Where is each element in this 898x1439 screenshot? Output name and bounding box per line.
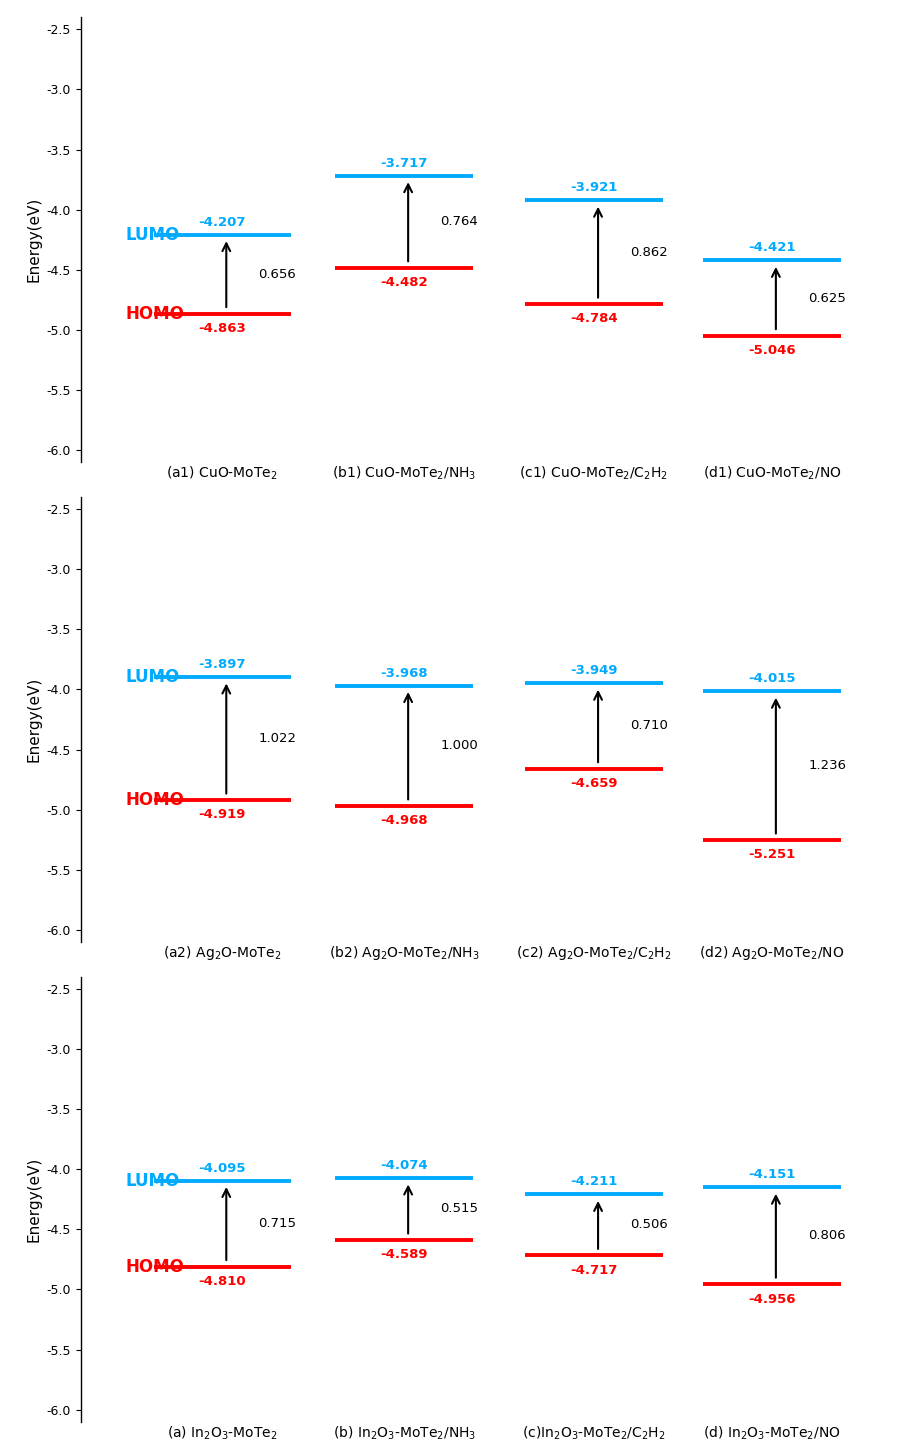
Text: HOMO: HOMO bbox=[125, 1258, 184, 1275]
Y-axis label: Energy(eV): Energy(eV) bbox=[26, 197, 41, 282]
Text: -4.015: -4.015 bbox=[748, 672, 796, 685]
Text: 0.710: 0.710 bbox=[630, 720, 668, 732]
Text: -4.968: -4.968 bbox=[380, 814, 428, 827]
Text: -4.919: -4.919 bbox=[198, 809, 246, 822]
Text: (a2) Ag$_2$O-MoTe$_2$: (a2) Ag$_2$O-MoTe$_2$ bbox=[163, 944, 281, 963]
Text: HOMO: HOMO bbox=[125, 791, 184, 809]
Text: (d2) Ag$_2$O-MoTe$_2$/NO: (d2) Ag$_2$O-MoTe$_2$/NO bbox=[700, 944, 844, 963]
Text: -5.251: -5.251 bbox=[748, 849, 796, 862]
Text: (c2) Ag$_2$O-MoTe$_2$/C$_2$H$_2$: (c2) Ag$_2$O-MoTe$_2$/C$_2$H$_2$ bbox=[516, 944, 672, 963]
Text: -5.046: -5.046 bbox=[748, 344, 796, 357]
Text: -3.949: -3.949 bbox=[570, 665, 618, 678]
Text: -4.784: -4.784 bbox=[570, 312, 618, 325]
Text: (d) In$_2$O$_3$-MoTe$_2$/NO: (d) In$_2$O$_3$-MoTe$_2$/NO bbox=[703, 1425, 841, 1439]
Text: 0.715: 0.715 bbox=[259, 1217, 296, 1230]
Text: (b1) CuO-MoTe$_2$/NH$_3$: (b1) CuO-MoTe$_2$/NH$_3$ bbox=[332, 465, 476, 482]
Text: -3.897: -3.897 bbox=[198, 658, 246, 671]
Text: -4.956: -4.956 bbox=[748, 1292, 796, 1305]
Text: 0.806: 0.806 bbox=[808, 1229, 846, 1242]
Text: -4.482: -4.482 bbox=[380, 276, 428, 289]
Text: LUMO: LUMO bbox=[125, 1171, 180, 1190]
Text: -4.095: -4.095 bbox=[198, 1161, 246, 1174]
Text: 1.236: 1.236 bbox=[808, 760, 846, 773]
Text: -3.717: -3.717 bbox=[381, 157, 427, 170]
Text: (b2) Ag$_2$O-MoTe$_2$/NH$_3$: (b2) Ag$_2$O-MoTe$_2$/NH$_3$ bbox=[329, 944, 480, 963]
Y-axis label: Energy(eV): Energy(eV) bbox=[26, 1157, 41, 1242]
Text: -4.810: -4.810 bbox=[198, 1275, 246, 1288]
Text: 0.656: 0.656 bbox=[259, 268, 296, 281]
Y-axis label: Energy(eV): Energy(eV) bbox=[26, 676, 41, 763]
Text: -4.589: -4.589 bbox=[381, 1249, 427, 1262]
Text: LUMO: LUMO bbox=[125, 226, 180, 243]
Text: HOMO: HOMO bbox=[125, 305, 184, 322]
Text: 0.764: 0.764 bbox=[440, 216, 479, 229]
Text: -4.207: -4.207 bbox=[198, 216, 246, 229]
Text: (a1) CuO-MoTe$_2$: (a1) CuO-MoTe$_2$ bbox=[166, 465, 278, 482]
Text: 0.625: 0.625 bbox=[808, 292, 846, 305]
Text: -3.921: -3.921 bbox=[570, 181, 618, 194]
Text: LUMO: LUMO bbox=[125, 668, 180, 686]
Text: -3.968: -3.968 bbox=[380, 666, 428, 679]
Text: -4.863: -4.863 bbox=[198, 322, 246, 335]
Text: (c)In$_2$O$_3$-MoTe$_2$/C$_2$H$_2$: (c)In$_2$O$_3$-MoTe$_2$/C$_2$H$_2$ bbox=[522, 1425, 666, 1439]
Text: 1.022: 1.022 bbox=[259, 732, 296, 745]
Text: 0.515: 0.515 bbox=[440, 1203, 479, 1216]
Text: -4.421: -4.421 bbox=[748, 242, 796, 255]
Text: (a) In$_2$O$_3$-MoTe$_2$: (a) In$_2$O$_3$-MoTe$_2$ bbox=[167, 1425, 277, 1439]
Text: -4.074: -4.074 bbox=[380, 1158, 428, 1171]
Text: -4.211: -4.211 bbox=[570, 1176, 618, 1189]
Text: -4.717: -4.717 bbox=[570, 1263, 618, 1276]
Text: (c1) CuO-MoTe$_2$/C$_2$H$_2$: (c1) CuO-MoTe$_2$/C$_2$H$_2$ bbox=[519, 465, 669, 482]
Text: -4.659: -4.659 bbox=[570, 777, 618, 790]
Text: (d1) CuO-MoTe$_2$/NO: (d1) CuO-MoTe$_2$/NO bbox=[702, 465, 841, 482]
Text: 1.000: 1.000 bbox=[440, 740, 479, 753]
Text: 0.862: 0.862 bbox=[630, 246, 668, 259]
Text: 0.506: 0.506 bbox=[630, 1219, 668, 1232]
Text: -4.151: -4.151 bbox=[748, 1168, 796, 1181]
Text: (b) In$_2$O$_3$-MoTe$_2$/NH$_3$: (b) In$_2$O$_3$-MoTe$_2$/NH$_3$ bbox=[332, 1425, 476, 1439]
